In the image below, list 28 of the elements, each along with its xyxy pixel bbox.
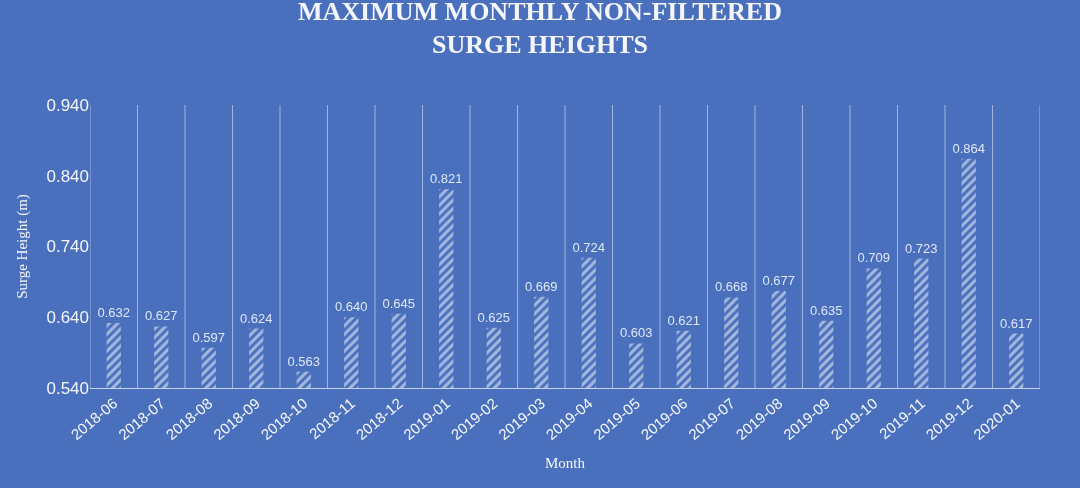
data-label: 0.635 [809,302,843,318]
data-label: 0.640 [334,299,368,315]
data-label: 0.669 [524,278,558,294]
y-axis-title: Surge Height (m) [13,194,31,299]
data-label: 0.621 [667,312,701,328]
y-tick-label: 0.840 [46,166,89,186]
chart-title: MAXIMUM MONTHLY NON-FILTERED SURGE HEIGHTS [298,0,782,60]
y-tick-label: 0.540 [46,378,89,398]
data-label: 0.645 [382,295,416,311]
data-label: 0.709 [857,250,891,266]
data-label: 0.603 [619,325,653,341]
data-label: 0.563 [287,353,321,369]
data-label: 0.668 [714,279,748,295]
y-tick-label: 0.640 [46,308,89,328]
data-label: 0.632 [97,304,131,320]
data-label: 0.724 [572,239,606,255]
data-label: 0.821 [429,171,463,187]
data-label: 0.723 [904,240,938,256]
data-label: 0.597 [192,329,226,345]
x-axis-title: Month [544,454,586,471]
y-tick-label: 0.940 [46,95,89,115]
data-label: 0.625 [477,309,511,325]
data-label: 0.624 [239,310,273,326]
data-label: 0.627 [144,308,178,324]
data-label: 0.677 [762,273,796,289]
data-label: 0.617 [999,315,1033,331]
y-tick-label: 0.740 [46,237,89,257]
data-label: 0.864 [952,140,986,156]
